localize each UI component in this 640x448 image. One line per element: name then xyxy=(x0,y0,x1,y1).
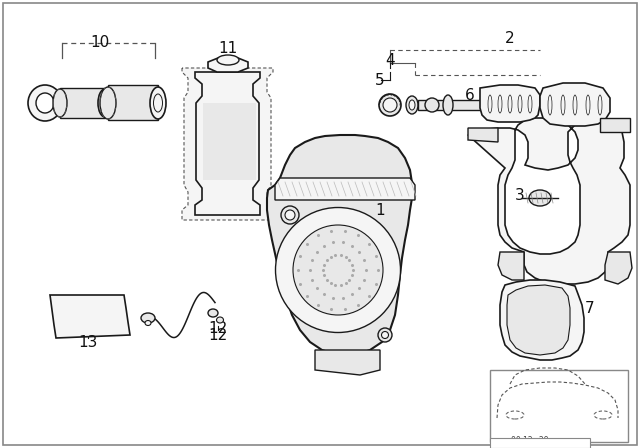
Polygon shape xyxy=(468,128,498,142)
Ellipse shape xyxy=(381,332,388,339)
Ellipse shape xyxy=(285,210,295,220)
Ellipse shape xyxy=(36,93,54,113)
Text: 4: 4 xyxy=(385,52,395,68)
Text: 12: 12 xyxy=(209,327,228,343)
Text: c  l: c l xyxy=(220,140,236,150)
Ellipse shape xyxy=(216,317,223,323)
Ellipse shape xyxy=(217,55,239,65)
Text: 12: 12 xyxy=(209,320,228,336)
Ellipse shape xyxy=(378,328,392,342)
Ellipse shape xyxy=(98,89,112,117)
Polygon shape xyxy=(208,58,248,72)
Ellipse shape xyxy=(100,87,116,119)
Bar xyxy=(108,85,158,120)
Ellipse shape xyxy=(316,181,323,190)
Text: 00 12s 29: 00 12s 29 xyxy=(511,435,549,444)
Bar xyxy=(418,100,483,110)
Polygon shape xyxy=(315,350,380,375)
Ellipse shape xyxy=(208,309,218,317)
Polygon shape xyxy=(500,280,584,360)
Ellipse shape xyxy=(293,225,383,315)
Ellipse shape xyxy=(406,96,418,114)
Ellipse shape xyxy=(53,89,67,117)
Ellipse shape xyxy=(409,100,415,110)
Polygon shape xyxy=(468,118,630,284)
Bar xyxy=(490,438,590,448)
Polygon shape xyxy=(605,252,632,284)
Polygon shape xyxy=(507,285,570,355)
Polygon shape xyxy=(498,252,524,280)
Ellipse shape xyxy=(275,207,401,332)
Bar xyxy=(203,103,256,180)
Text: 7: 7 xyxy=(585,301,595,315)
Polygon shape xyxy=(540,83,610,126)
Text: 1: 1 xyxy=(368,207,378,223)
Ellipse shape xyxy=(379,94,401,116)
Polygon shape xyxy=(195,72,260,215)
Text: 7: 7 xyxy=(565,297,575,313)
Ellipse shape xyxy=(150,87,166,119)
Text: 8: 8 xyxy=(335,151,345,165)
Text: 13: 13 xyxy=(78,335,98,349)
Polygon shape xyxy=(275,178,415,200)
Text: 3: 3 xyxy=(515,188,525,202)
Text: 11: 11 xyxy=(218,40,237,56)
Ellipse shape xyxy=(281,206,299,224)
Text: 9: 9 xyxy=(313,151,323,165)
Ellipse shape xyxy=(145,320,151,326)
Polygon shape xyxy=(600,118,630,132)
Polygon shape xyxy=(182,68,273,220)
Text: 1: 1 xyxy=(375,202,385,217)
Polygon shape xyxy=(480,85,540,122)
Ellipse shape xyxy=(425,98,439,112)
Text: 13: 13 xyxy=(78,310,98,326)
Ellipse shape xyxy=(529,190,551,206)
Ellipse shape xyxy=(443,95,453,115)
Text: 2: 2 xyxy=(505,30,515,46)
Ellipse shape xyxy=(28,85,62,121)
Bar xyxy=(60,88,105,118)
Text: 5: 5 xyxy=(375,73,385,87)
Ellipse shape xyxy=(141,313,155,323)
Polygon shape xyxy=(267,135,412,355)
Text: 10: 10 xyxy=(90,34,109,49)
Text: 6: 6 xyxy=(465,87,475,103)
Bar xyxy=(490,370,628,442)
Polygon shape xyxy=(50,295,130,338)
Ellipse shape xyxy=(383,98,397,112)
Ellipse shape xyxy=(335,181,342,190)
